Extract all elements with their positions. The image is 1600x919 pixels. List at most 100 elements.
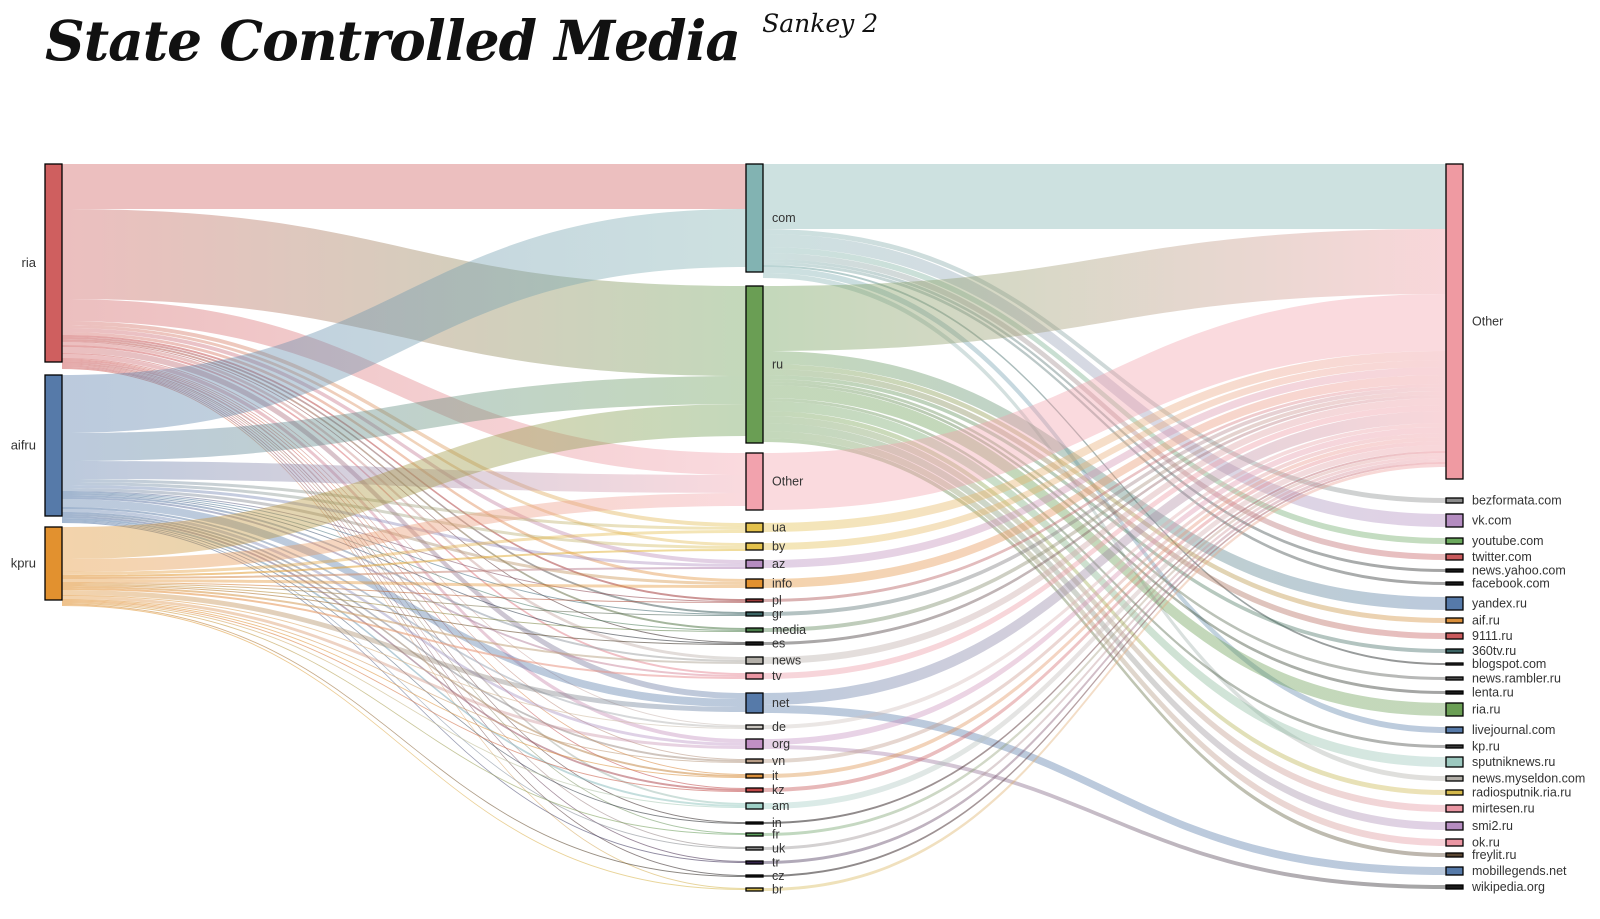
node-label-pl: pl	[772, 594, 782, 608]
node-label-yandex.ru: yandex.ru	[1472, 597, 1527, 611]
node-label-ria: ria	[22, 255, 37, 270]
link-ua-other_r	[763, 351, 1446, 532]
sankey-node-uk[interactable]	[745, 846, 764, 851]
link-kpru-media	[62, 584, 746, 632]
node-label-es: es	[772, 637, 785, 651]
link-ria-cz	[62, 367, 746, 876]
node-label-vn: vn	[772, 754, 785, 768]
link-cz-other_r	[763, 462, 1446, 877]
sankey-node-com[interactable]	[745, 163, 764, 273]
link-aifru-by	[62, 482, 746, 549]
node-label-kz: kz	[772, 783, 785, 797]
link-kpru-cz	[62, 604, 746, 877]
sankey-node-9111.ru[interactable]	[1445, 632, 1464, 640]
sankey-node-by[interactable]	[745, 542, 764, 551]
sankey-node-sputniknews.ru[interactable]	[1445, 756, 1464, 768]
sankey-node-in[interactable]	[745, 821, 764, 825]
sankey-node-info[interactable]	[745, 578, 764, 589]
node-label-news: news	[772, 654, 801, 668]
sankey-node-de[interactable]	[745, 724, 764, 730]
sankey-node-ria.ru[interactable]	[1445, 702, 1464, 717]
link-aifru-tv	[62, 497, 746, 677]
sankey-node-freylit.ru[interactable]	[1445, 852, 1464, 858]
sankey-node-kz[interactable]	[745, 787, 764, 793]
sankey-node-radiosputnik.ria.ru[interactable]	[1445, 789, 1464, 796]
link-aifru-it	[62, 514, 746, 777]
link-gr-other_r	[763, 387, 1446, 616]
link-by-other_r	[763, 360, 1446, 550]
sankey-node-youtube.com[interactable]	[1445, 537, 1464, 545]
sankey-node-livejournal.com[interactable]	[1445, 726, 1464, 734]
sankey-node-smi2.ru[interactable]	[1445, 821, 1464, 831]
sankey-node-other_m[interactable]	[745, 452, 764, 511]
node-label-ua: ua	[772, 521, 786, 535]
sankey-node-wikipedia.org[interactable]	[1445, 884, 1464, 890]
sankey-node-twitter.com[interactable]	[1445, 553, 1464, 561]
link-ria-news	[62, 342, 746, 660]
link-kpru-pl	[62, 582, 746, 603]
sankey-node-am[interactable]	[745, 802, 764, 810]
node-label-radiosputnik.ria.ru: radiosputnik.ria.ru	[1472, 786, 1571, 800]
sankey-node-it[interactable]	[745, 773, 764, 779]
node-label-news.rambler.ru: news.rambler.ru	[1472, 672, 1561, 686]
sankey-node-ru[interactable]	[745, 285, 764, 444]
sankey-node-kp.ru[interactable]	[1445, 744, 1464, 749]
sankey-node-news.rambler.ru[interactable]	[1445, 676, 1464, 681]
sankey-node-org[interactable]	[745, 738, 764, 750]
link-ria-net	[62, 347, 746, 699]
node-label-facebook.com: facebook.com	[1472, 577, 1550, 591]
sankey-node-aifru[interactable]	[44, 374, 63, 517]
sankey-node-mirtesen.ru[interactable]	[1445, 804, 1464, 813]
sankey-node-br[interactable]	[745, 887, 764, 892]
node-label-ria.ru: ria.ru	[1472, 703, 1501, 717]
link-ria-com	[62, 164, 746, 209]
node-label-uk: uk	[772, 842, 786, 856]
sankey-node-ok.ru[interactable]	[1445, 838, 1464, 847]
link-kpru-net	[62, 590, 746, 712]
sankey-node-fr[interactable]	[745, 832, 764, 837]
link-aifru-de	[62, 507, 746, 728]
link-aifru-vn	[62, 512, 746, 762]
sankey-node-mobillegends.net[interactable]	[1445, 866, 1464, 876]
sankey-node-yandex.ru[interactable]	[1445, 596, 1464, 611]
sankey-node-other_r[interactable]	[1445, 163, 1464, 480]
link-kpru-kz	[62, 601, 746, 792]
sankey-node-gr[interactable]	[745, 611, 764, 617]
sankey-node-360tv.ru[interactable]	[1445, 648, 1464, 654]
sankey-node-vn[interactable]	[745, 758, 764, 764]
link-kpru-ru	[62, 404, 746, 559]
link-kpru-ua	[62, 530, 746, 575]
link-news-other_r	[763, 398, 1446, 664]
link-kpru-br	[62, 605, 746, 890]
node-label-net: net	[772, 696, 790, 710]
sankey-node-net[interactable]	[745, 692, 764, 714]
link-am-other_r	[763, 445, 1446, 809]
sankey-node-ria[interactable]	[44, 163, 63, 363]
link-ria-vn	[62, 358, 746, 760]
sankey-node-news.yahoo.com[interactable]	[1445, 568, 1464, 573]
sankey-node-blogspot.com[interactable]	[1445, 662, 1464, 666]
sankey-node-kpru[interactable]	[44, 526, 63, 601]
sankey-node-bezformata.com[interactable]	[1445, 497, 1464, 504]
sankey-node-media[interactable]	[745, 627, 764, 633]
sankey-node-news[interactable]	[745, 656, 764, 665]
node-label-bezformata.com: bezformata.com	[1472, 494, 1562, 508]
sankey-node-es[interactable]	[745, 641, 764, 646]
sankey-node-tr[interactable]	[745, 860, 764, 865]
node-label-az: az	[772, 557, 785, 571]
node-label-info: info	[772, 577, 792, 591]
sankey-node-ua[interactable]	[745, 522, 764, 533]
sankey-node-az[interactable]	[745, 559, 764, 569]
sankey-node-tv[interactable]	[745, 672, 764, 680]
sankey-node-facebook.com[interactable]	[1445, 581, 1464, 586]
link-aifru-news	[62, 495, 746, 662]
sankey-node-news.myseldon.com[interactable]	[1445, 775, 1464, 782]
sankey-node-aif.ru[interactable]	[1445, 617, 1464, 624]
node-label-blogspot.com: blogspot.com	[1472, 657, 1546, 671]
link-com-vk.com	[763, 234, 1446, 527]
sankey-node-cz[interactable]	[745, 874, 764, 878]
sankey-node-pl[interactable]	[745, 598, 764, 603]
sankey-node-lenta.ru[interactable]	[1445, 690, 1464, 695]
sankey-node-vk.com[interactable]	[1445, 513, 1464, 528]
